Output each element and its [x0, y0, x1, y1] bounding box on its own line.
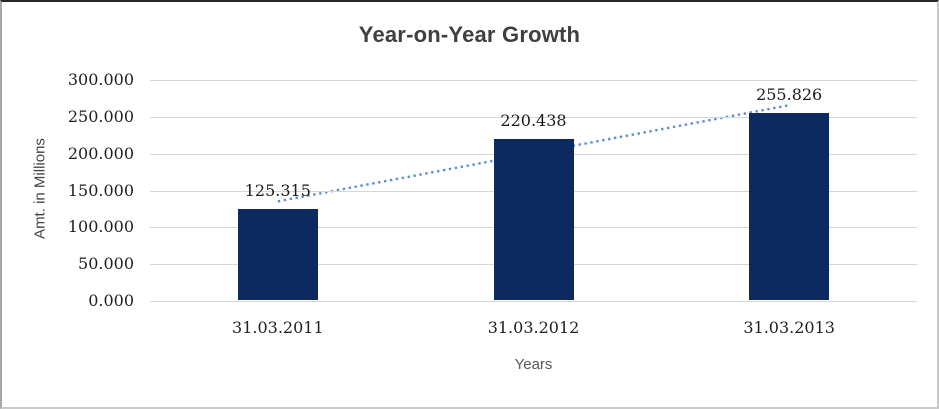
- x-axis-category-label: 31.03.2013: [743, 318, 835, 337]
- x-axis-category-label: 31.03.2011: [232, 318, 324, 337]
- x-axis-title: Years: [514, 356, 553, 373]
- y-axis-tick-label: 50.000: [78, 254, 134, 274]
- y-axis-tick-label: 150.000: [67, 180, 134, 200]
- gridline: [150, 301, 917, 302]
- y-axis-tick-label: 250.000: [67, 106, 134, 126]
- bar-data-label: 125.315: [244, 180, 311, 200]
- y-axis-tick-label: 0.000: [88, 291, 134, 310]
- y-axis-tick-label: 100.000: [67, 217, 134, 237]
- y-axis-tick-label: 300.000: [67, 70, 134, 89]
- bar: [749, 112, 830, 300]
- y-axis-tick-label: 200.000: [67, 143, 134, 163]
- bar-data-label: 255.826: [756, 84, 823, 104]
- bar-data-label: 220.438: [500, 110, 567, 130]
- x-axis-category-label: 31.03.2012: [487, 318, 580, 337]
- gridline: [150, 80, 917, 81]
- bar: [237, 208, 318, 300]
- gridline: [150, 116, 917, 118]
- chart-title: Year-on-Year Growth: [358, 22, 581, 47]
- bar: [493, 138, 574, 300]
